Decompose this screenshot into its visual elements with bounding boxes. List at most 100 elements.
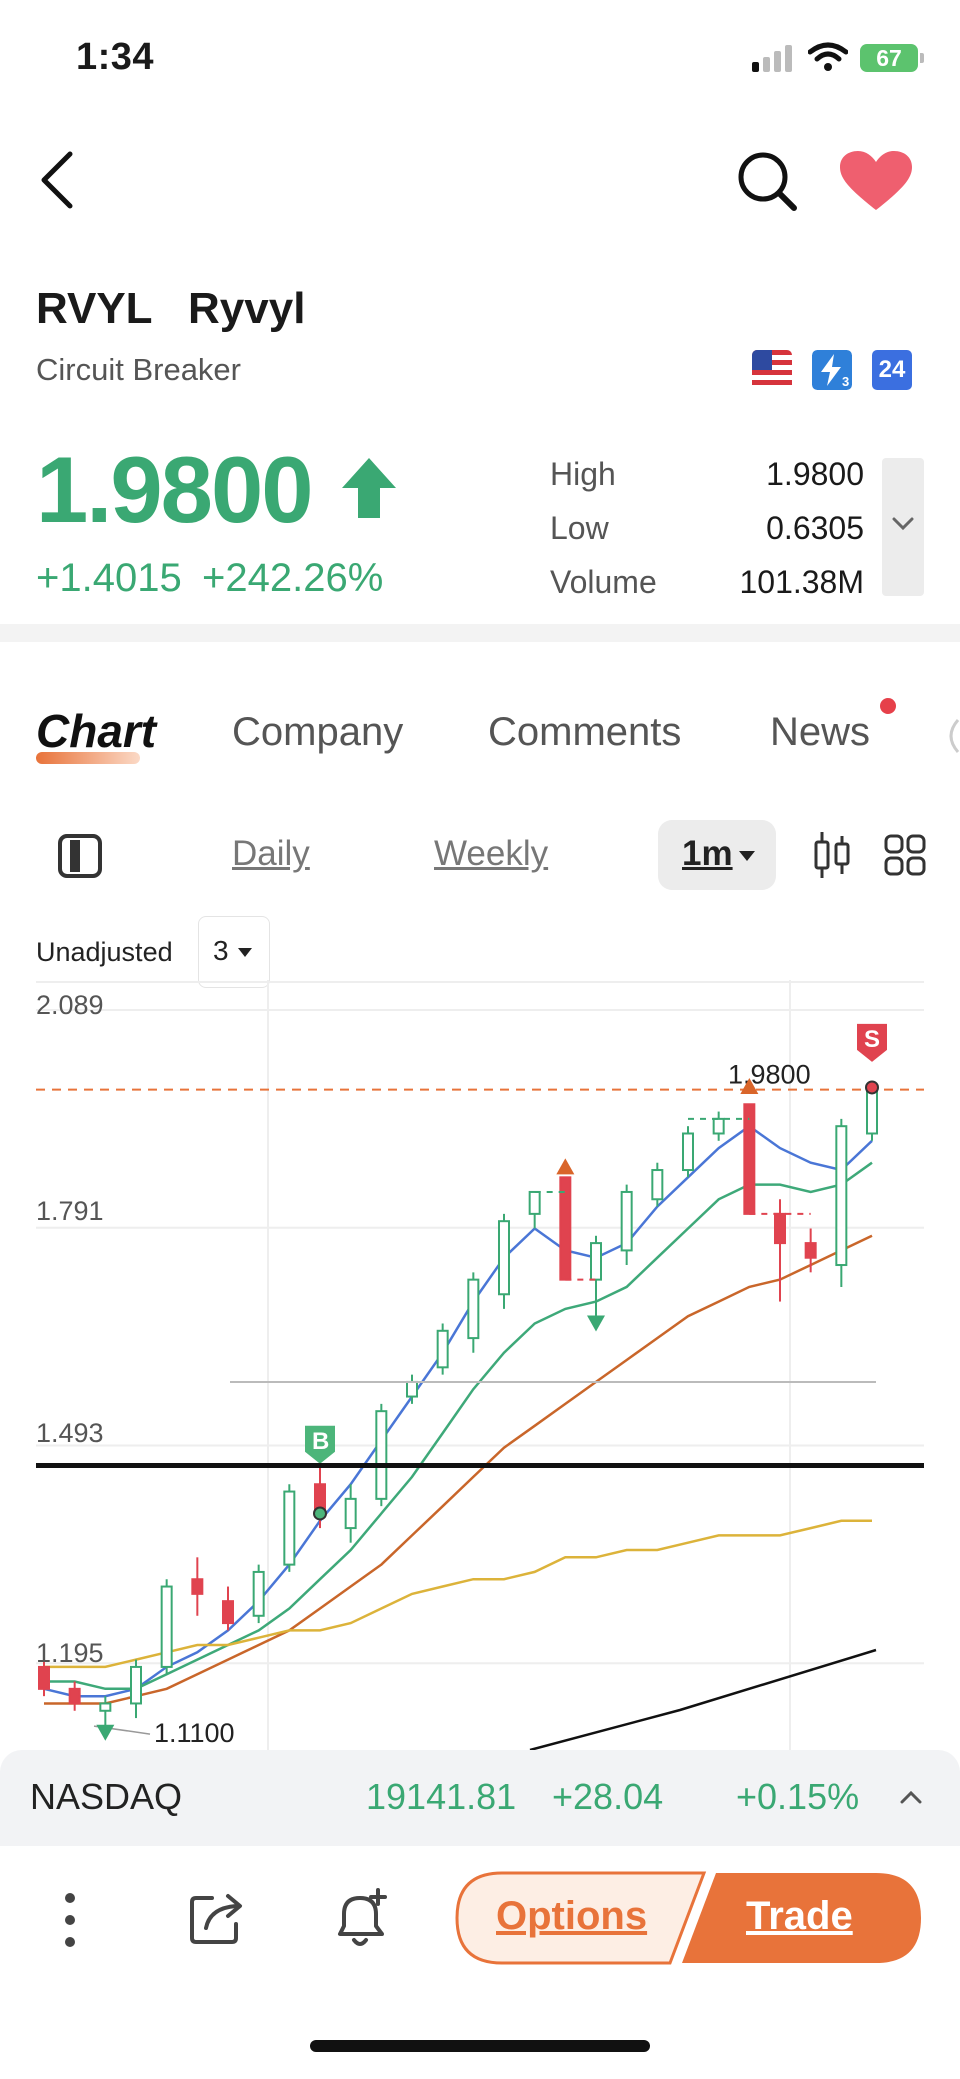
- sell-marker: [857, 1023, 887, 1062]
- candle-body: [774, 1212, 786, 1245]
- candle-body: [68, 1687, 81, 1705]
- options-trade-buttons: [455, 1871, 921, 1965]
- candle-body: [866, 1088, 878, 1135]
- candle-body: [160, 1585, 173, 1668]
- price-change: +1.4015: [36, 556, 182, 600]
- lightning-3-icon: 3: [812, 350, 852, 390]
- adjustment-label[interactable]: Unadjusted: [36, 937, 173, 967]
- period-1m-dropdown[interactable]: 1m: [658, 820, 776, 890]
- candle-body: [804, 1242, 817, 1259]
- candlestick-type-icon[interactable]: [812, 830, 852, 880]
- y-tick-label: 1.791: [36, 1196, 104, 1226]
- tab-comments[interactable]: Comments: [488, 710, 682, 754]
- svg-text:3: 3: [842, 374, 849, 389]
- candle-body: [406, 1380, 418, 1398]
- caret-down-icon: [739, 851, 755, 861]
- price-change-pct: +242.26%: [202, 556, 384, 600]
- news-unread-dot: [880, 698, 896, 714]
- candle-body: [252, 1570, 265, 1617]
- stat-value-high: 1.9800: [766, 456, 864, 492]
- period-weekly[interactable]: Weekly: [434, 834, 549, 873]
- ma-count-select[interactable]: 3: [198, 916, 270, 988]
- candle-body: [712, 1117, 725, 1135]
- candle-body: [222, 1600, 234, 1625]
- price-chart[interactable]: 1.9800 1.1100 B S: [0, 980, 960, 1750]
- share-icon[interactable]: [188, 1890, 244, 1946]
- y-tick-label: 1.195: [36, 1638, 104, 1668]
- limit-up-marker: [740, 1077, 759, 1094]
- caret-down-icon: [238, 948, 252, 957]
- sell-marker-label: S: [864, 1026, 880, 1053]
- us-flag-icon: [752, 350, 792, 390]
- index-ticker-bar[interactable]: [0, 1750, 960, 1846]
- candle-body: [344, 1497, 357, 1530]
- candle-body: [651, 1169, 664, 1201]
- company-name: Ryvyl: [188, 284, 306, 333]
- stat-label-high: High: [550, 456, 616, 492]
- candle-body: [620, 1190, 633, 1252]
- long-ma-line: [529, 1648, 877, 1750]
- moving-averages: [43, 1124, 873, 1705]
- index-value: 19141.81: [366, 1776, 517, 1817]
- chevron-down-icon: [892, 517, 914, 531]
- chevron-left-icon[interactable]: [36, 150, 76, 210]
- candle-body: [283, 1490, 296, 1566]
- more-tabs-hint-icon: [949, 719, 960, 753]
- extended-hours-badge: 24: [872, 350, 912, 390]
- last-price: 1.9800: [36, 437, 314, 542]
- limit-down-marker: [96, 1724, 115, 1741]
- period-daily[interactable]: Daily: [232, 834, 310, 873]
- add-alert-icon[interactable]: [330, 1888, 392, 1950]
- candle-body: [498, 1220, 510, 1296]
- candle-body: [375, 1410, 388, 1500]
- ma-line: [43, 1124, 873, 1698]
- tab-news[interactable]: News: [770, 710, 871, 754]
- sell-point: [865, 1080, 879, 1095]
- candle-body: [436, 1329, 449, 1369]
- limit-up-marker: [556, 1158, 575, 1175]
- tab-company[interactable]: Company: [232, 710, 404, 754]
- ticker-symbol: RVYL: [36, 284, 153, 333]
- status-time: 1:34: [76, 36, 155, 78]
- tab-chart[interactable]: Chart: [36, 705, 157, 757]
- trade-button[interactable]: Trade: [746, 1894, 853, 1938]
- candle-body: [835, 1125, 848, 1267]
- buy-marker-label: B: [312, 1428, 329, 1455]
- wifi-icon: [808, 42, 848, 71]
- chevron-up-icon[interactable]: [900, 1790, 922, 1804]
- heart-icon[interactable]: [838, 150, 914, 212]
- ma-line: [44, 1234, 873, 1705]
- trading-status: Circuit Breaker: [36, 352, 241, 387]
- layout-toggle-icon[interactable]: [58, 834, 102, 878]
- ma-line: [44, 1519, 872, 1669]
- index-name: NASDAQ: [30, 1776, 183, 1817]
- grid-menu-icon[interactable]: [884, 834, 926, 876]
- limit-down-marker: [587, 1315, 605, 1332]
- period-active-label: 1m: [682, 834, 733, 873]
- y-tick-label: 1.493: [36, 1418, 104, 1448]
- stat-value-volume: 101.38M: [739, 564, 864, 600]
- ma-line: [44, 1161, 873, 1691]
- last-price-label: 1.9800: [728, 1060, 811, 1090]
- candle-body: [590, 1242, 602, 1281]
- candle-body: [682, 1132, 694, 1172]
- index-change: +28.04: [552, 1776, 664, 1817]
- search-icon[interactable]: [736, 150, 798, 212]
- cellular-signal-icon: [752, 45, 792, 72]
- section-divider: [0, 624, 960, 642]
- stat-label-volume: Volume: [550, 564, 657, 600]
- more-vertical-icon[interactable]: [64, 1892, 76, 1948]
- y-tick-label: 2.089: [36, 990, 104, 1020]
- stats-expand-button[interactable]: [882, 458, 924, 596]
- options-button[interactable]: Options: [496, 1894, 648, 1938]
- candle-body: [38, 1665, 50, 1690]
- buy-marker: [305, 1425, 335, 1464]
- low-price-label: 1.1100: [154, 1718, 235, 1748]
- ma-count-value: 3: [213, 935, 229, 966]
- chart-overlays: 1.9800 1.1100 B S: [36, 1023, 924, 1750]
- candle-body: [467, 1278, 480, 1340]
- candle-body: [130, 1665, 142, 1705]
- candle-body: [99, 1702, 112, 1712]
- candle-body: [743, 1103, 756, 1215]
- battery-indicator: 67: [860, 44, 924, 72]
